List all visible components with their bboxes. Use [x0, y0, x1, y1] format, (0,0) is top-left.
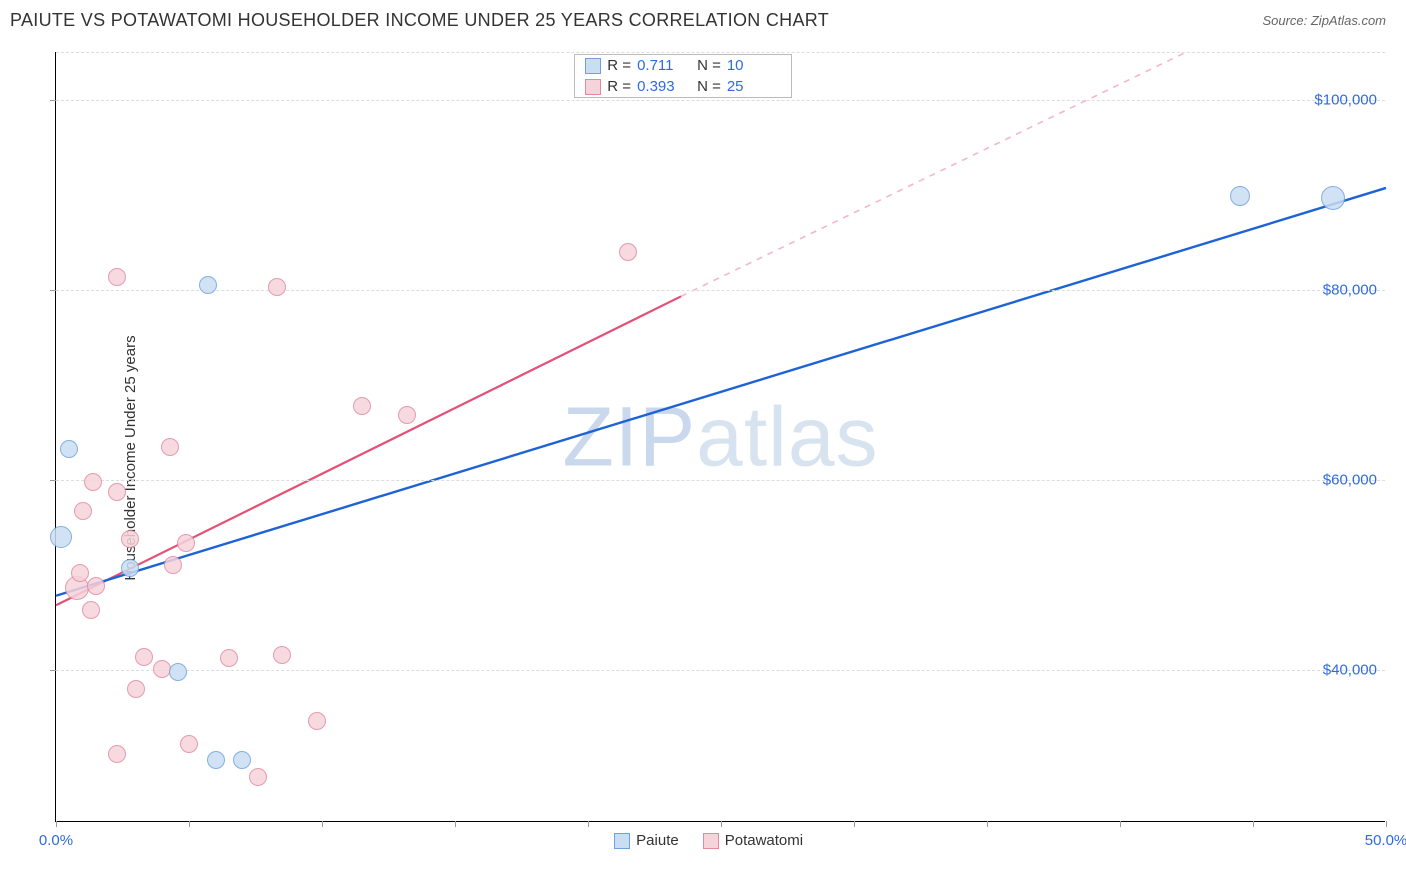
potawatomi-point: [249, 768, 267, 786]
potawatomi-point: [398, 406, 416, 424]
n-label: N =: [697, 57, 721, 74]
x-tick: [588, 821, 589, 827]
trend-line: [56, 188, 1386, 596]
gridline: [56, 480, 1385, 481]
gridline: [56, 290, 1385, 291]
potawatomi-point: [273, 646, 291, 664]
gridline: [56, 670, 1385, 671]
x-tick: [322, 821, 323, 827]
potawatomi-point: [177, 534, 195, 552]
gridline: [56, 100, 1385, 101]
corr-row-potawatomi: R = 0.393 N = 25: [575, 76, 791, 97]
paiute-point: [1230, 186, 1250, 206]
potawatomi-point: [87, 577, 105, 595]
potawatomi-point: [82, 601, 100, 619]
swatch-paiute-icon: [614, 833, 630, 849]
potawatomi-point: [71, 564, 89, 582]
x-tick-label: 50.0%: [1365, 832, 1406, 849]
paiute-point: [50, 526, 72, 548]
x-tick: [721, 821, 722, 827]
correlation-box: R = 0.711 N = 10 R = 0.393 N = 25: [574, 54, 792, 98]
n-label: N =: [697, 78, 721, 95]
potawatomi-point: [108, 268, 126, 286]
r-label: R =: [607, 57, 631, 74]
y-tick: [50, 100, 56, 101]
source-label: Source: ZipAtlas.com: [1262, 13, 1386, 28]
chart-container: PAIUTE VS POTAWATOMI HOUSEHOLDER INCOME …: [0, 0, 1406, 892]
chart-wrap: Householder Income Under 25 years ZIPatl…: [0, 37, 1406, 879]
potawatomi-point: [108, 745, 126, 763]
y-tick: [50, 670, 56, 671]
potawatomi-point: [164, 556, 182, 574]
legend-item-paiute: Paiute: [614, 832, 679, 849]
potawatomi-point: [220, 649, 238, 667]
n-value: 25: [727, 78, 781, 95]
x-tick: [1386, 821, 1387, 827]
potawatomi-point: [135, 648, 153, 666]
swatch-paiute-icon: [585, 58, 601, 74]
swatch-potawatomi-icon: [703, 833, 719, 849]
potawatomi-point: [161, 438, 179, 456]
potawatomi-point: [353, 397, 371, 415]
n-value: 10: [727, 57, 781, 74]
paiute-point: [169, 663, 187, 681]
potawatomi-point: [268, 278, 286, 296]
trend-lines: [56, 52, 1385, 821]
potawatomi-point: [84, 473, 102, 491]
r-label: R =: [607, 78, 631, 95]
header: PAIUTE VS POTAWATOMI HOUSEHOLDER INCOME …: [0, 0, 1406, 37]
y-tick-label: $100,000: [1314, 91, 1377, 108]
y-tick: [50, 480, 56, 481]
legend-label: Potawatomi: [725, 832, 803, 849]
potawatomi-point: [74, 502, 92, 520]
legend-label: Paiute: [636, 832, 679, 849]
legend-item-potawatomi: Potawatomi: [703, 832, 803, 849]
paiute-point: [207, 751, 225, 769]
y-tick: [50, 290, 56, 291]
x-tick-label: 0.0%: [39, 832, 73, 849]
chart-title: PAIUTE VS POTAWATOMI HOUSEHOLDER INCOME …: [10, 10, 829, 31]
gridline: [56, 52, 1385, 53]
paiute-point: [233, 751, 251, 769]
corr-row-paiute: R = 0.711 N = 10: [575, 55, 791, 76]
potawatomi-point: [127, 680, 145, 698]
potawatomi-point: [180, 735, 198, 753]
x-tick: [854, 821, 855, 827]
x-tick: [455, 821, 456, 827]
x-tick: [1253, 821, 1254, 827]
paiute-point: [199, 276, 217, 294]
x-tick: [189, 821, 190, 827]
paiute-point: [121, 559, 139, 577]
x-tick: [987, 821, 988, 827]
paiute-point: [60, 440, 78, 458]
potawatomi-point: [619, 243, 637, 261]
paiute-point: [1321, 186, 1345, 210]
bottom-legend: Paiute Potawatomi: [614, 832, 803, 849]
r-value: 0.711: [637, 57, 691, 74]
y-tick-label: $80,000: [1323, 281, 1377, 298]
potawatomi-point: [308, 712, 326, 730]
trend-line: [56, 296, 681, 605]
y-tick-label: $40,000: [1323, 661, 1377, 678]
potawatomi-point: [108, 483, 126, 501]
plot-area: ZIPatlas R = 0.711 N = 10 R = 0.393 N = …: [55, 52, 1385, 822]
x-tick: [1120, 821, 1121, 827]
x-tick: [56, 821, 57, 827]
potawatomi-point: [121, 530, 139, 548]
y-tick-label: $60,000: [1323, 471, 1377, 488]
r-value: 0.393: [637, 78, 691, 95]
swatch-potawatomi-icon: [585, 79, 601, 95]
